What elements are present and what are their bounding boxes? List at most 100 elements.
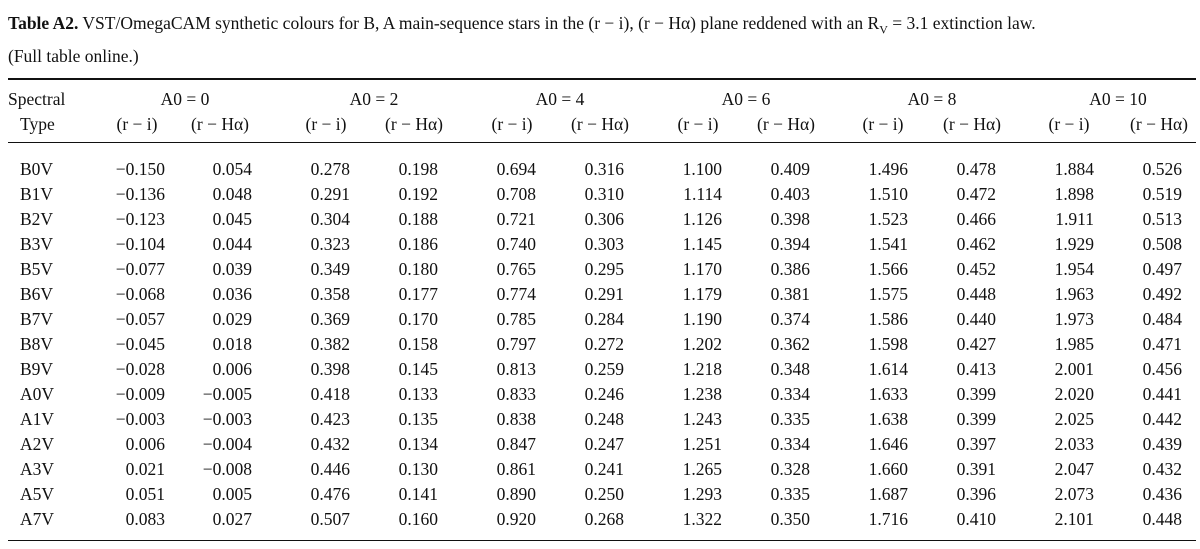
cell-r-halpha: 0.180 xyxy=(398,259,438,279)
cell-r-i: 1.496 xyxy=(868,159,908,179)
cell-r-halpha: 0.160 xyxy=(398,509,438,529)
cell-r-i: 0.083 xyxy=(125,509,165,529)
cell-spectral-type: B0V xyxy=(20,159,54,179)
subheader-r-halpha: (r − Hα) xyxy=(385,114,443,134)
cell-r-i: 1.243 xyxy=(682,409,722,429)
cell-spectral-type: A1V xyxy=(20,409,55,429)
cell-r-halpha: 0.381 xyxy=(770,284,810,304)
cell-r-halpha: 0.439 xyxy=(1142,434,1182,454)
cell-r-i: 0.813 xyxy=(496,359,536,379)
cell-r-halpha: 0.259 xyxy=(584,359,624,379)
cell-r-halpha: 0.272 xyxy=(584,334,624,354)
cell-r-halpha: 0.198 xyxy=(398,159,438,179)
cell-r-i: 1.145 xyxy=(682,234,722,254)
cell-r-halpha: 0.374 xyxy=(770,309,810,329)
cell-r-halpha: 0.284 xyxy=(584,309,624,329)
cell-r-halpha: −0.008 xyxy=(202,459,252,479)
cell-r-i: 1.646 xyxy=(868,434,908,454)
cell-r-i: 1.179 xyxy=(682,284,722,304)
subheader-r-i: (r − i) xyxy=(116,114,158,134)
cell-spectral-type: A7V xyxy=(20,509,55,529)
cell-r-i: 0.765 xyxy=(496,259,536,279)
cell-r-i: −0.045 xyxy=(115,334,165,354)
table-row: A0V −0.009 −0.005 0.418 0.133 0.833 0.246 1.238… xyxy=(0,382,1200,407)
table-caption: Table A2. VST/OmegaCAM synthetic colours… xyxy=(8,10,1198,69)
cell-r-i: 0.797 xyxy=(496,334,536,354)
cell-r-i: 0.323 xyxy=(310,234,350,254)
cell-r-i: 1.100 xyxy=(682,159,722,179)
cell-r-halpha: 0.452 xyxy=(956,259,996,279)
cell-r-halpha: 0.145 xyxy=(398,359,438,379)
cell-r-i: 1.322 xyxy=(682,509,722,529)
cell-r-halpha: 0.513 xyxy=(1142,209,1182,229)
cell-r-i: 1.687 xyxy=(868,484,908,504)
cell-r-i: 0.418 xyxy=(310,384,350,404)
subheader-r-i: (r − i) xyxy=(305,114,347,134)
cell-r-i: 0.006 xyxy=(125,434,165,454)
cell-r-halpha: 0.334 xyxy=(770,384,810,404)
cell-r-i: 1.716 xyxy=(868,509,908,529)
cell-r-i: 0.349 xyxy=(310,259,350,279)
cell-spectral-type: B7V xyxy=(20,309,54,329)
cell-r-halpha: 0.250 xyxy=(584,484,624,504)
cell-r-halpha: 0.413 xyxy=(956,359,996,379)
cell-r-i: 0.382 xyxy=(310,334,350,354)
cell-spectral-type: B8V xyxy=(20,334,54,354)
table-row: B1V −0.136 0.048 0.291 0.192 0.708 0.310 1.114 0… xyxy=(0,182,1200,207)
cell-r-halpha: 0.397 xyxy=(956,434,996,454)
cell-r-i: 0.021 xyxy=(125,459,165,479)
cell-r-i: 2.001 xyxy=(1054,359,1094,379)
cell-r-halpha: 0.391 xyxy=(956,459,996,479)
cell-r-halpha: 0.295 xyxy=(584,259,624,279)
cell-r-halpha: 0.291 xyxy=(584,284,624,304)
table-row: A7V 0.083 0.027 0.507 0.160 0.920 0.268 1.322 0.… xyxy=(0,507,1200,532)
cell-r-i: 0.398 xyxy=(310,359,350,379)
group-header-2: A0 = 4 xyxy=(535,89,585,109)
subheader-r-halpha: (r − Hα) xyxy=(191,114,249,134)
cell-r-i: 2.025 xyxy=(1054,409,1094,429)
cell-r-i: 0.785 xyxy=(496,309,536,329)
cell-r-halpha: 0.027 xyxy=(212,509,252,529)
cell-spectral-type: A3V xyxy=(20,459,55,479)
table-row: B9V −0.028 0.006 0.398 0.145 0.813 0.259 1.218 0… xyxy=(0,357,1200,382)
cell-r-i: −0.057 xyxy=(115,309,165,329)
cell-r-i: 1.884 xyxy=(1054,159,1094,179)
cell-spectral-type: B5V xyxy=(20,259,54,279)
cell-r-halpha: 0.394 xyxy=(770,234,810,254)
subheader-r-halpha: (r − Hα) xyxy=(943,114,1001,134)
cell-r-halpha: 0.409 xyxy=(770,159,810,179)
cell-r-i: −0.150 xyxy=(115,159,165,179)
cell-r-halpha: 0.396 xyxy=(956,484,996,504)
cell-r-halpha: 0.472 xyxy=(956,184,996,204)
cell-r-halpha: 0.441 xyxy=(1142,384,1182,404)
caption-subscript: V xyxy=(879,22,888,37)
cell-r-i: 0.833 xyxy=(496,384,536,404)
cell-r-i: 0.278 xyxy=(310,159,350,179)
cell-r-i: 1.566 xyxy=(868,259,908,279)
group-header-1: A0 = 2 xyxy=(349,89,399,109)
cell-r-halpha: −0.003 xyxy=(202,409,252,429)
cell-r-halpha: 0.247 xyxy=(584,434,624,454)
cell-r-halpha: 0.268 xyxy=(584,509,624,529)
cell-r-i: −0.028 xyxy=(115,359,165,379)
cell-r-halpha: 0.044 xyxy=(212,234,252,254)
table-row: B0V −0.150 0.054 0.278 0.198 0.694 0.316 1.100 0… xyxy=(0,157,1200,182)
cell-r-i: 2.033 xyxy=(1054,434,1094,454)
cell-r-halpha: 0.310 xyxy=(584,184,624,204)
table-row: B6V −0.068 0.036 0.358 0.177 0.774 0.291 1.179 0… xyxy=(0,282,1200,307)
subheader-r-i: (r − i) xyxy=(491,114,533,134)
cell-r-halpha: 0.029 xyxy=(212,309,252,329)
cell-r-i: 1.293 xyxy=(682,484,722,504)
cell-r-halpha: 0.335 xyxy=(770,484,810,504)
cell-r-halpha: 0.398 xyxy=(770,209,810,229)
cell-r-i: 1.170 xyxy=(682,259,722,279)
cell-r-halpha: 0.134 xyxy=(398,434,438,454)
cell-spectral-type: A2V xyxy=(20,434,55,454)
cell-r-i: 0.890 xyxy=(496,484,536,504)
cell-r-i: 0.708 xyxy=(496,184,536,204)
cell-r-i: 0.694 xyxy=(496,159,536,179)
subheader-r-halpha: (r − Hα) xyxy=(1130,114,1188,134)
cell-r-halpha: 0.045 xyxy=(212,209,252,229)
subheader-r-i: (r − i) xyxy=(862,114,904,134)
cell-r-i: 1.614 xyxy=(868,359,908,379)
